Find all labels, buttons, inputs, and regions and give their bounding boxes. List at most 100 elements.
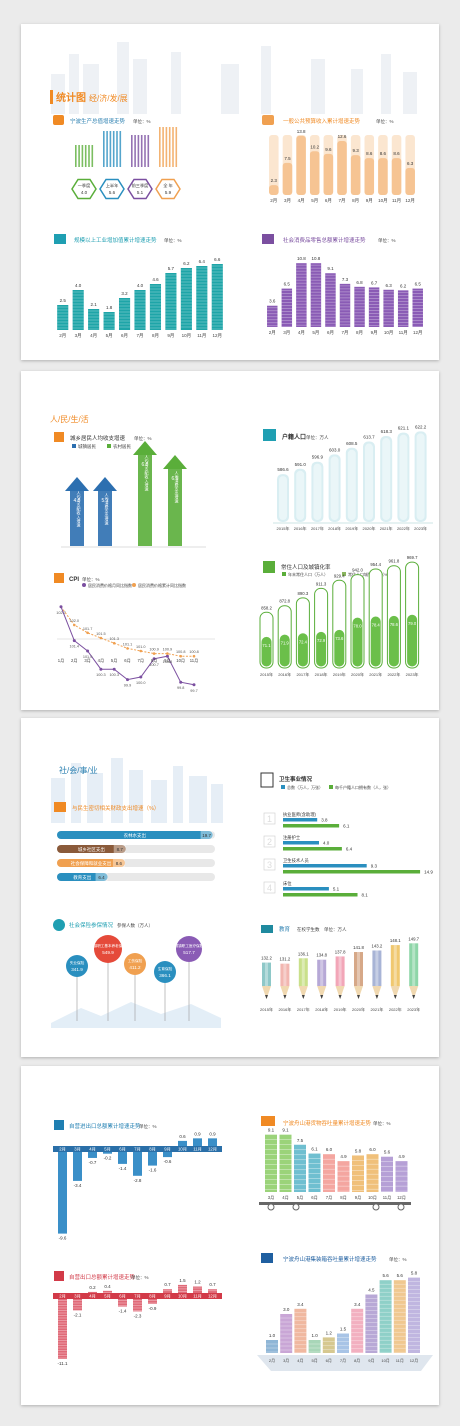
urban-year: 2023年 [406,671,419,677]
bar [339,283,351,327]
gdp-hexagon [127,178,153,200]
retail-unit: 单位：% [378,237,396,244]
bar [325,273,336,327]
data-label: 12.6 [338,134,347,139]
students-value: 134.8 [316,953,327,958]
edu-bar-label: 城乡社区支出 [78,846,105,853]
income-value: 5.1 [102,498,109,504]
shopping-icon [262,234,274,244]
tick-label: 6月 [121,333,128,339]
signed-value: -1.4 [119,1166,127,1171]
gdp-period-label: 一季度 [78,182,91,189]
urban-year: 2017年 [296,671,309,677]
cargo-stack [265,1134,277,1192]
data-label: 4.0 [75,283,82,288]
bar [412,288,423,327]
cargo-stack [323,1154,335,1192]
month-label: 9月 [164,1147,171,1153]
income-value: 6.6 [172,476,179,482]
tick-label: 12月 [213,333,223,339]
cpi-cumulative-point [192,654,196,658]
panel-social: 社/会/事/业 与民生密切相关财政支出增速（%） 农林水支出 19.7 城乡社区支出… [21,718,439,1057]
pop-value: 586.6 [277,467,289,472]
students-value: 141.8 [353,945,364,950]
gdp-stripe [172,127,174,167]
container-stack [308,1340,321,1353]
students-year: 2019年 [334,1006,347,1012]
urban-year: 2016年 [278,671,291,677]
pencil-body [317,959,327,986]
data-label: 6.5 [415,282,422,287]
edu-bar [57,845,126,853]
tick-label: 12月 [405,198,415,204]
month-label: 5月 [104,1294,111,1300]
tick-label: 9月 [167,333,174,339]
container-month: 6月 [326,1358,332,1363]
students-value: 148.1 [390,938,401,943]
cargo-value: 9.1 [268,1128,275,1133]
legend-swatch-per [329,785,333,789]
container-unit: 单位：% [389,1256,407,1263]
signed-value: 0.7 [209,1282,216,1287]
edu-value: 8.6 [116,861,123,866]
cpi-monthly-label: 101.4 [70,645,80,649]
bar [323,153,334,195]
gdp-hexagon [99,178,125,200]
data-label: 7.5 [284,156,291,161]
cargo-month: 9月 [355,1195,362,1201]
insurance-value: 366.1 [159,973,171,978]
month-label: 2月 [59,1294,66,1300]
pencil-highlight [338,956,342,986]
truck-wheel [292,1203,300,1211]
tick-label: 5月 [311,198,318,204]
export-chart: 2月 -11.1 3月 -2.1 4月 0.2 5月 0.4 6月 -1.4 7月 -2.3 8月 -0.… [53,1278,222,1366]
urban-year: 2019年 [333,671,346,677]
tree-icon [263,561,275,573]
pencil-body [409,943,419,986]
bar [282,162,293,195]
fiscal-unit: 单位：% [376,118,394,125]
health-number-box [263,812,276,825]
students-title: 教育 [279,925,291,933]
cpi-cumulative-label: 100.8 [176,650,186,654]
pop-value: 621.1 [398,426,410,431]
pop-year: 2020年 [363,525,376,531]
pencil-lead [301,995,305,999]
students-year: 2017年 [297,1006,310,1012]
pop-year: 2018年 [328,525,341,531]
cpi-monthly-point [112,667,116,671]
legend-cumulative: 居民消费价格累计同比指数 [138,582,186,588]
income-arrow-label: 人均可支配收入增速 [77,491,82,528]
signed-bar [88,1291,97,1293]
ship-hull [257,1355,433,1371]
cpi-monthly-label: 99.9 [124,684,131,688]
bar [397,290,409,327]
students-year: 2023年 [407,1006,420,1012]
signed-bar [73,1152,82,1181]
truck-wheel [267,1203,275,1211]
tick-label: 3月 [75,333,82,339]
bar [383,289,394,327]
data-label: 10.2 [310,144,319,149]
tick-label: 9月 [371,330,378,336]
cpi-monthly-point [192,683,196,687]
data-label: 13.8 [297,129,306,134]
container-stack [280,1314,293,1353]
bar [310,263,322,327]
pencil-body [280,963,290,986]
cargo-title: 宁波舟山港货物吞吐量累计增速走势 [283,1119,372,1127]
gdp-title: 宁波生产总值增速走势 [70,117,126,125]
legend-swatch-total [281,785,285,789]
title-marker [50,90,53,104]
data-label: 10.8 [297,256,306,261]
signed-value: -0.9 [149,1306,157,1311]
data-label: 8.6 [393,151,400,156]
income-arrow-head [65,477,89,491]
bar [103,312,115,330]
container-value: 3.4 [354,1302,361,1307]
insurance-label: 生育保险 [158,966,173,971]
container-stack [266,1340,278,1353]
tick-label: 12月 [413,330,423,336]
gdp-stripe [78,145,80,167]
legend-swatch-resident [282,572,286,576]
